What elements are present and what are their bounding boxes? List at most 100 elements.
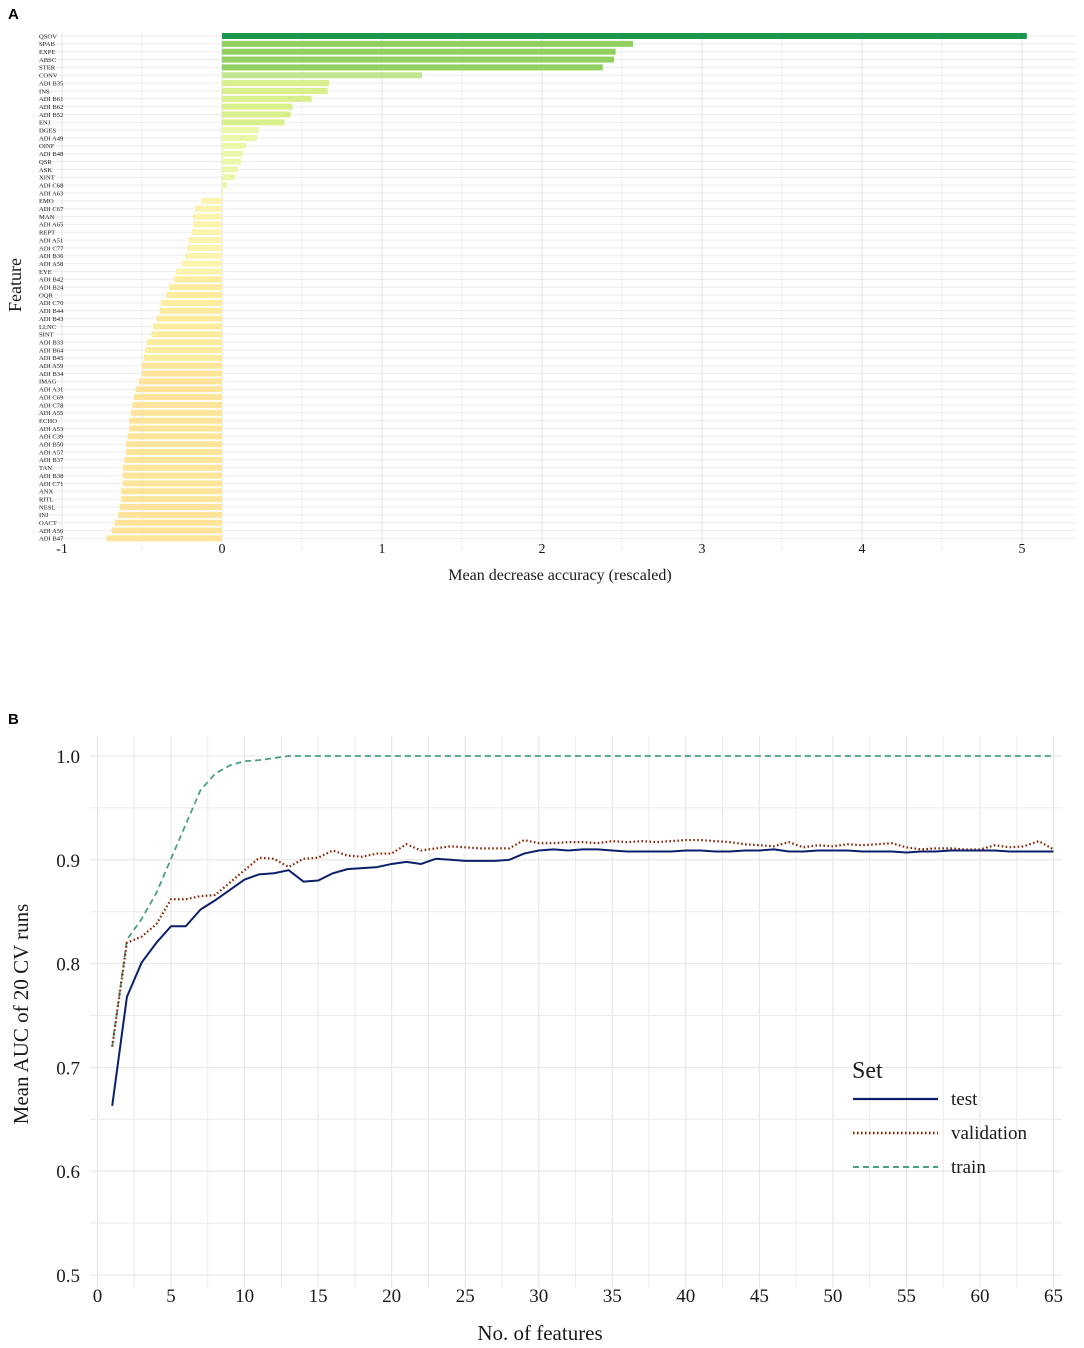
feature-label: ADI A57 (39, 449, 64, 456)
feature-label: ADI B34 (39, 371, 64, 378)
legend-label-train: train (951, 1157, 986, 1178)
bar-adi-a53 (129, 425, 222, 432)
feature-label: ECHO (39, 418, 57, 425)
x-tick-label: 30 (529, 1286, 548, 1307)
bar-adi-b50 (126, 441, 222, 448)
feature-label: OINF (39, 143, 55, 150)
x-tick-label: 5 (1019, 542, 1026, 557)
feature-label: ADI C69 (39, 394, 64, 401)
x-tick-label: 0 (219, 542, 226, 557)
bar-expe (222, 48, 616, 55)
bar-nesl (119, 504, 222, 510)
feature-label: EYE (39, 269, 52, 276)
feature-label: ADI C77 (39, 245, 64, 252)
bar-oinf (222, 142, 246, 149)
bar-adi-c67 (194, 205, 222, 212)
x-tick-label: 4 (859, 542, 866, 557)
feature-label: ADI C39 (39, 434, 64, 441)
bar-enj (222, 119, 285, 126)
bar-adi-a49 (222, 135, 258, 142)
bar-adi-b48 (222, 150, 243, 157)
feature-label: QSR (39, 159, 52, 166)
x-tick-label: 0 (93, 1286, 103, 1307)
bar-qsr (222, 158, 242, 165)
bar-adi-a59 (142, 362, 222, 369)
feature-label: ADI B45 (39, 355, 64, 362)
bar-adi-a51 (188, 237, 222, 244)
y-tick-label: 0.6 (56, 1162, 80, 1183)
x-tick-label: 40 (676, 1286, 695, 1307)
bar-sint (151, 331, 222, 338)
feature-label: ADI A65 (39, 222, 64, 229)
y-tick-label: 0.8 (56, 955, 80, 976)
bar-adi-b52 (222, 111, 291, 118)
bar-adi-b47 (106, 535, 222, 542)
series-line-validation (111, 838, 1055, 1047)
y-tick-label: 0.9 (56, 851, 80, 872)
bar-dges (222, 127, 259, 134)
bar-ins (222, 87, 328, 94)
chart-b-series-lines (111, 755, 1055, 1106)
feature-label: ADI A59 (39, 363, 64, 370)
feature-label: ADI C67 (39, 206, 64, 213)
feature-label: LLNC (39, 324, 57, 331)
x-tick-label: 20 (382, 1286, 401, 1307)
x-tick-label: 15 (309, 1286, 328, 1307)
bar-qsov (222, 33, 1027, 39)
bar-adi-c39 (127, 433, 222, 440)
x-tick-label: 55 (897, 1286, 916, 1307)
feature-label: ADI A58 (39, 261, 64, 268)
feature-label: SINT (39, 332, 54, 339)
bar-echo (129, 417, 222, 424)
x-tick-label: 2 (539, 542, 546, 557)
feature-label: OACT (39, 520, 57, 527)
bar-adi-a65 (193, 221, 222, 228)
x-tick-label: 3 (699, 542, 706, 557)
feature-label: ADI B24 (39, 285, 64, 292)
feature-label: ADI B36 (39, 253, 64, 260)
x-tick-label: 10 (235, 1286, 254, 1307)
feature-label: SPAB (39, 41, 55, 48)
feature-label: ADI A55 (39, 410, 64, 417)
bar-adi-c69 (134, 394, 222, 401)
bar-emo (201, 197, 222, 204)
bar-adi-b64 (145, 347, 222, 353)
bar-spab (222, 40, 634, 47)
y-tick-label: 0.7 (56, 1058, 80, 1079)
bar-llnc (153, 323, 222, 330)
x-tick-label: 5 (166, 1286, 176, 1307)
chart-a-y-axis-title: Feature (5, 258, 25, 312)
bar-adi-b36 (185, 252, 222, 259)
series-line-test (111, 848, 1054, 1106)
bar-adi-b42 (174, 276, 222, 283)
bar-adi-b24 (169, 284, 222, 291)
x-tick-label: 1 (379, 542, 386, 557)
bar-adi-b35 (222, 80, 330, 87)
bar-adi-a57 (126, 449, 222, 456)
chart-a-gridlines (38, 32, 1076, 551)
bar-ster (222, 64, 603, 71)
feature-label: ADI B37 (39, 457, 64, 464)
feature-label: STER (39, 65, 56, 72)
bar-conv (222, 72, 422, 79)
bar-xint (222, 174, 235, 181)
bar-adi-c70 (161, 299, 222, 306)
x-tick-label: 65 (1044, 1286, 1063, 1307)
feature-label: CONV (39, 73, 58, 80)
bar-adi-a31 (135, 386, 222, 393)
bar-adi-c68 (222, 182, 227, 189)
feature-label: XINT (39, 175, 55, 182)
feature-label: ADI B48 (39, 151, 64, 158)
y-tick-label: 0.5 (56, 1266, 80, 1287)
feature-label: ENJ (39, 120, 51, 127)
feature-label: ABSC (39, 57, 57, 64)
feature-label: ADI B42 (39, 277, 63, 284)
bar-adi-b62 (222, 103, 293, 110)
feature-label: ANX (39, 489, 54, 496)
chart-b-gridlines (90, 736, 1062, 1288)
feature-label: ADI B38 (39, 473, 64, 480)
bar-adi-b37 (124, 456, 222, 463)
chart-b-y-tick-labels: 0.5 0.6 0.7 0.8 0.9 1.0 (56, 747, 80, 1287)
bar-adi-a55 (130, 409, 222, 416)
